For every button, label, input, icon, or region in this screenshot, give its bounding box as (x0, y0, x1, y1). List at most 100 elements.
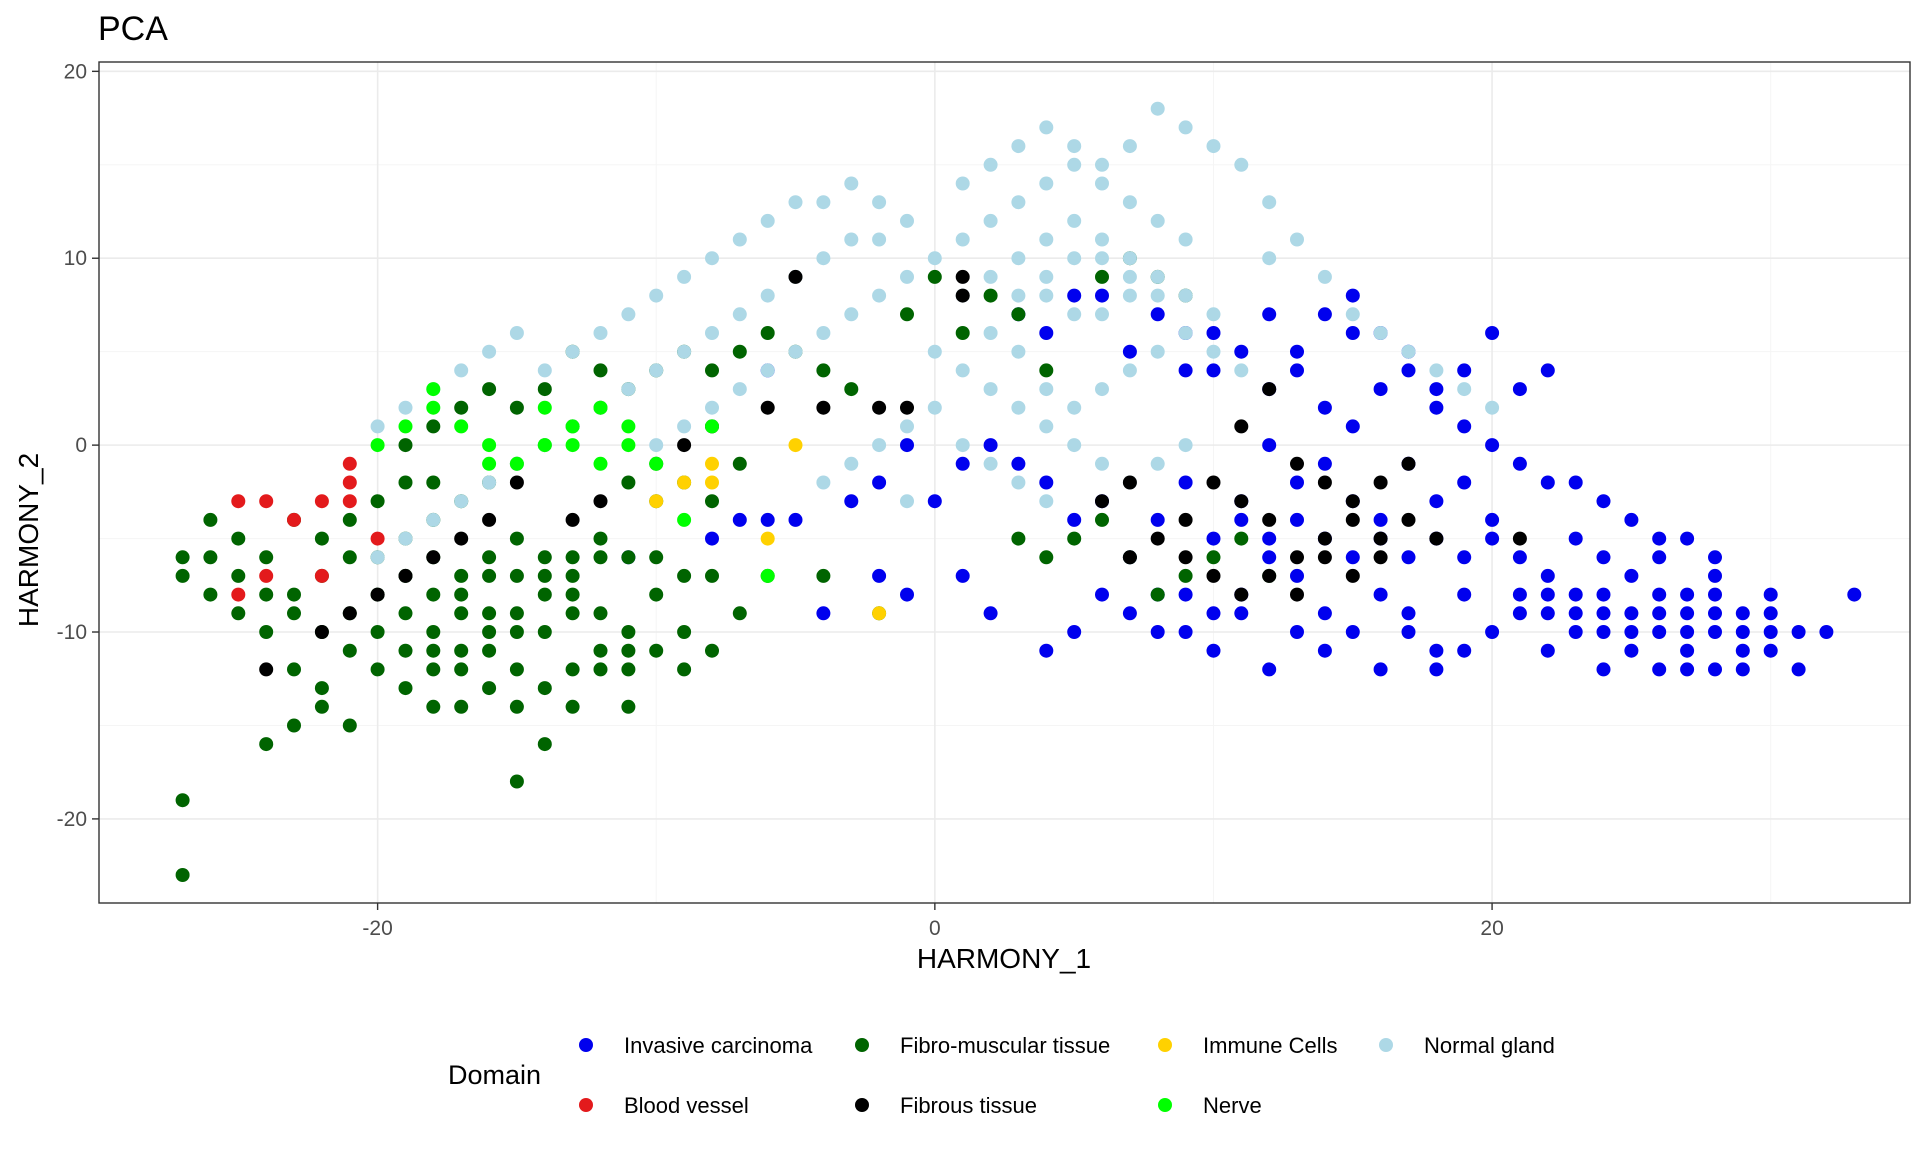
data-point (900, 494, 914, 509)
data-point (454, 400, 469, 415)
data-point (1345, 568, 1360, 583)
legend-item: Blood vessel (579, 1093, 749, 1118)
data-point (1011, 475, 1026, 490)
data-point (760, 512, 775, 527)
data-point (816, 363, 831, 378)
data-point (1206, 568, 1221, 583)
data-point (1652, 531, 1667, 546)
data-point (537, 363, 552, 378)
data-point (1485, 531, 1500, 546)
data-point (1150, 344, 1165, 359)
data-point (705, 531, 719, 546)
legend-label: Immune Cells (1203, 1033, 1337, 1058)
data-point (1512, 382, 1527, 397)
data-point (900, 307, 914, 322)
data-point (1067, 512, 1082, 527)
data-point (621, 643, 636, 658)
data-point (788, 438, 803, 453)
data-point (1457, 643, 1472, 658)
data-point (872, 232, 887, 247)
data-point (537, 587, 552, 602)
data-point (788, 195, 803, 210)
data-point (1652, 625, 1667, 639)
data-point (1095, 512, 1109, 527)
data-point (1540, 606, 1555, 621)
data-point (482, 382, 497, 397)
data-point (1290, 512, 1304, 527)
data-point (1067, 139, 1082, 154)
data-point (426, 419, 441, 434)
data-point (760, 400, 775, 415)
data-point (426, 382, 441, 397)
data-point (482, 568, 497, 583)
data-point (1485, 326, 1500, 340)
data-point (509, 475, 524, 490)
data-point (1401, 512, 1416, 527)
y-tick-label: 10 (64, 247, 87, 270)
data-point (1067, 213, 1082, 228)
data-point (1011, 139, 1026, 154)
data-point (816, 568, 831, 583)
data-point (1791, 625, 1806, 639)
series-fibro-muscular-tissue (175, 251, 1277, 882)
data-point (955, 438, 970, 453)
data-point (816, 400, 831, 415)
series-immune-cells (649, 438, 887, 621)
data-point (426, 400, 441, 415)
data-point (175, 550, 190, 565)
data-points (175, 101, 1862, 882)
data-point (1401, 363, 1416, 378)
data-point (788, 269, 803, 284)
series-fibrous-tissue (259, 269, 1527, 677)
data-point (314, 531, 329, 546)
chart-title: PCA (98, 10, 168, 48)
data-point (1429, 662, 1444, 677)
data-point (1540, 587, 1555, 602)
legend-key (1379, 1038, 1393, 1052)
data-point (537, 625, 552, 639)
data-point (1122, 550, 1137, 565)
data-point (537, 568, 552, 583)
legend-key (855, 1098, 869, 1112)
data-point (1234, 531, 1249, 546)
data-point (509, 326, 524, 340)
data-point (621, 625, 636, 639)
data-point (398, 400, 413, 415)
data-point (314, 625, 329, 639)
data-point (1596, 606, 1611, 621)
data-point (1011, 344, 1026, 359)
data-point (1262, 307, 1277, 322)
data-point (426, 643, 441, 658)
data-point (1178, 438, 1193, 453)
data-point (927, 494, 942, 509)
data-point (927, 400, 942, 415)
data-point (287, 662, 301, 677)
data-point (1373, 326, 1388, 340)
data-point (1178, 288, 1193, 303)
data-point (1652, 662, 1667, 677)
data-point (370, 419, 385, 434)
data-point (398, 419, 413, 434)
data-point (955, 456, 970, 471)
data-point (259, 625, 274, 639)
data-point (872, 475, 887, 490)
y-tick-label: 20 (64, 60, 87, 83)
data-point (1540, 643, 1555, 658)
data-point (900, 419, 914, 434)
data-point (1735, 643, 1750, 658)
legend-key (1158, 1098, 1172, 1112)
data-point (1457, 550, 1472, 565)
data-point (983, 288, 998, 303)
data-point (1095, 157, 1109, 172)
data-point (760, 326, 775, 340)
y-tick-label: -20 (57, 808, 87, 831)
data-point (426, 625, 441, 639)
data-point (482, 625, 497, 639)
data-point (398, 531, 413, 546)
data-point (927, 251, 942, 266)
data-point (1150, 101, 1165, 116)
data-point (593, 400, 608, 415)
data-point (1317, 606, 1332, 621)
data-point (1150, 269, 1165, 284)
data-point (1401, 606, 1416, 621)
